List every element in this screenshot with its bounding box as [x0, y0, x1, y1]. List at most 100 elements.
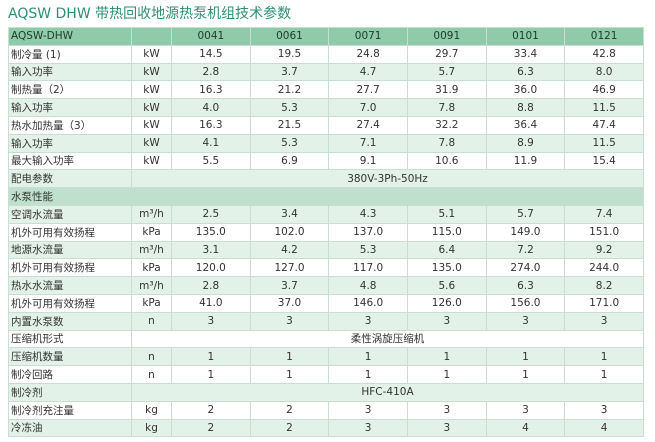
row-label: 制冷剂充注量 [8, 400, 132, 420]
value-cell: 36.4 [485, 115, 566, 135]
value-cell: 2.5 [171, 204, 251, 224]
value-cell: 8.8 [485, 98, 566, 117]
value-cell: 120.0 [171, 258, 251, 278]
unit-cell: m³/h [131, 240, 172, 260]
value-cell: 29.7 [406, 44, 487, 64]
row-label: 最大输入功率 [8, 151, 132, 171]
value-cell: 156.0 [485, 293, 566, 313]
section-cell: 水泵性能 [8, 187, 644, 206]
value-cell: 5.3 [249, 133, 330, 153]
value-cell: 3.7 [249, 276, 330, 295]
unit-cell: n [131, 311, 172, 331]
row-label: 机外可用有效扬程 [8, 258, 132, 278]
value-cell: 3 [171, 311, 251, 331]
value-cell: 102.0 [249, 222, 330, 242]
unit-cell: kPa [131, 293, 172, 313]
table-row: 输入功率 kW 4.0 5.3 7.0 7.8 8.8 11.5 [8, 98, 644, 117]
value-cell: 3 [485, 400, 566, 420]
value-cell: 5.1 [406, 204, 487, 224]
row-label: 压缩机数量 [8, 347, 132, 367]
header-row: AQSW-DHW 0041 0061 0071 0091 0101 0121 [8, 27, 644, 46]
value-cell: 3 [328, 311, 408, 331]
unit-cell: kW [131, 133, 172, 153]
value-cell: 1 [249, 365, 330, 384]
value-cell: 37.0 [249, 293, 330, 313]
value-cell: 2 [249, 418, 330, 438]
span-cell: 380V-3Ph-50Hz [131, 169, 644, 189]
value-cell: 151.0 [564, 222, 644, 242]
value-cell: 1 [171, 365, 251, 384]
value-cell: 3 [249, 311, 330, 331]
table-row: 空调水流量 m³/h 2.5 3.4 4.3 5.1 5.7 7.4 [8, 204, 644, 224]
table-row: 配电参数 380V-3Ph-50Hz [8, 169, 644, 189]
value-cell: 27.4 [328, 115, 408, 135]
row-label: 热水加热量（3） [8, 115, 132, 135]
unit-cell: n [131, 347, 172, 367]
table-row: 内置水泵数 n 3 3 3 3 3 3 [8, 311, 644, 331]
row-label: 制热量（2） [8, 80, 132, 100]
header-cell: 0061 [249, 27, 330, 46]
value-cell: 3 [328, 400, 408, 420]
row-label: 制冷量 (1) [8, 44, 132, 64]
value-cell: 126.0 [406, 293, 487, 313]
value-cell: 1 [406, 365, 487, 384]
unit-cell: kW [131, 80, 172, 100]
value-cell: 19.5 [249, 44, 330, 64]
unit-cell: n [131, 365, 172, 384]
value-cell: 135.0 [406, 258, 487, 278]
value-cell: 171.0 [564, 293, 644, 313]
value-cell: 3 [564, 400, 644, 420]
value-cell: 6.4 [406, 240, 487, 260]
value-cell: 42.8 [564, 44, 644, 64]
value-cell: 36.0 [485, 80, 566, 100]
header-cell: 0101 [485, 27, 566, 46]
row-label: 制冷剂 [8, 382, 132, 402]
value-cell: 3 [406, 400, 487, 420]
header-cell: AQSW-DHW [8, 27, 132, 46]
table-row: 热水水流量 m³/h 2.8 3.7 4.8 5.6 6.3 8.2 [8, 276, 644, 295]
value-cell: 7.1 [328, 133, 408, 153]
value-cell: 9.2 [564, 240, 644, 260]
value-cell: 8.2 [564, 276, 644, 295]
unit-cell: kg [131, 400, 172, 420]
value-cell: 11.5 [564, 133, 644, 153]
unit-cell: kPa [131, 258, 172, 278]
table-row: 制冷剂充注量 kg 2 2 3 3 3 3 [8, 400, 644, 420]
row-label: 热水水流量 [8, 276, 132, 295]
header-cell: 0071 [328, 27, 408, 46]
value-cell: 11.5 [564, 98, 644, 117]
row-label: 制冷回路 [8, 365, 132, 384]
value-cell: 5.3 [249, 98, 330, 117]
value-cell: 1 [171, 347, 251, 367]
value-cell: 27.7 [328, 80, 408, 100]
value-cell: 33.4 [485, 44, 566, 64]
value-cell: 7.2 [485, 240, 566, 260]
value-cell: 4.3 [328, 204, 408, 224]
value-cell: 117.0 [328, 258, 408, 278]
table-row: 制冷剂 HFC-410A [8, 382, 644, 402]
span-cell: HFC-410A [131, 382, 644, 402]
span-cell: 柔性涡旋压缩机 [131, 329, 644, 349]
value-cell: 3 [485, 311, 566, 331]
value-cell: 7.0 [328, 98, 408, 117]
value-cell: 3.4 [249, 204, 330, 224]
value-cell: 6.9 [249, 151, 330, 171]
value-cell: 3.7 [249, 62, 330, 82]
value-cell: 5.7 [406, 62, 487, 82]
value-cell: 16.3 [171, 80, 251, 100]
unit-cell: kW [131, 44, 172, 64]
value-cell: 1 [485, 365, 566, 384]
unit-cell: kW [131, 98, 172, 117]
value-cell: 15.4 [564, 151, 644, 171]
value-cell: 11.9 [485, 151, 566, 171]
header-cell: 0121 [564, 27, 644, 46]
value-cell: 2 [249, 400, 330, 420]
table-row: 输入功率 kW 2.8 3.7 4.7 5.7 6.3 8.0 [8, 62, 644, 82]
row-label: 内置水泵数 [8, 311, 132, 331]
row-label: 机外可用有效扬程 [8, 222, 132, 242]
value-cell: 3 [406, 418, 487, 438]
value-cell: 4.0 [171, 98, 251, 117]
value-cell: 2.8 [171, 62, 251, 82]
value-cell: 8.0 [564, 62, 644, 82]
